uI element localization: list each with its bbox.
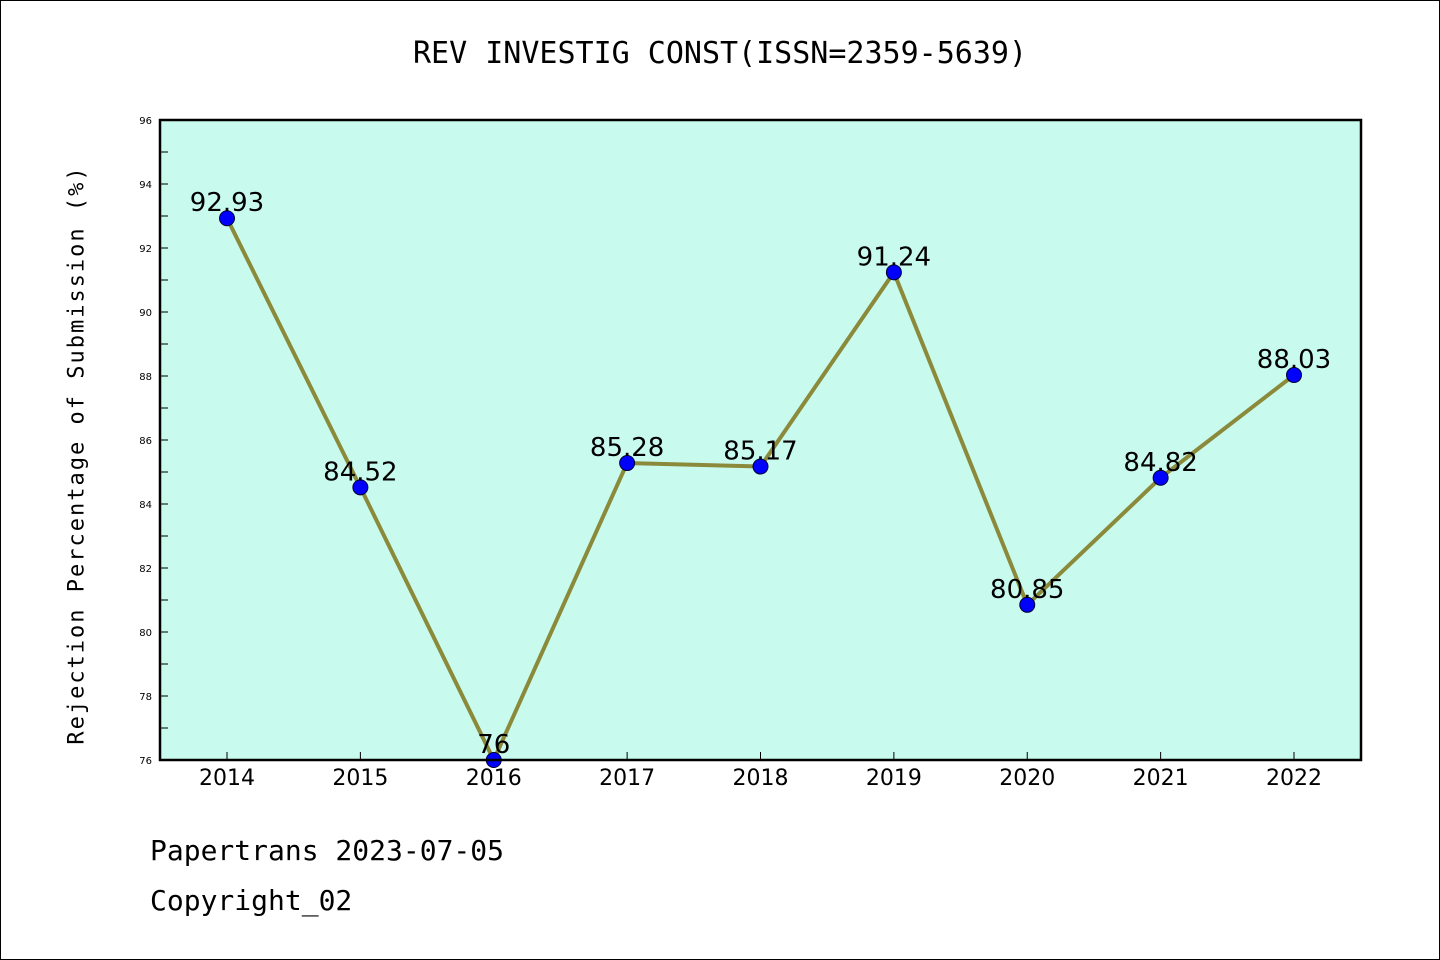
data-label: 85.17 [723, 437, 797, 467]
data-label: 92.93 [190, 188, 264, 218]
data-point [752, 458, 769, 475]
x-tick-label: 2021 [1133, 766, 1189, 791]
data-label: 85.28 [590, 433, 664, 463]
x-tick-label: 2016 [466, 766, 522, 791]
x-tick-label: 2015 [332, 766, 388, 791]
x-tick-label: 2014 [199, 766, 255, 791]
plot-frame [158, 118, 1363, 762]
y-tick-label: 78 [139, 692, 152, 703]
y-tick-label: 94 [139, 180, 152, 191]
y-tick-label: 80 [139, 628, 152, 639]
y-tick-label: 90 [139, 308, 152, 319]
footer-copyright: Copyright_02 [150, 884, 353, 917]
data-label: 80.85 [990, 575, 1064, 605]
plot-area [160, 120, 1361, 760]
data-point [885, 264, 902, 281]
data-point [619, 455, 636, 472]
data-point [219, 210, 235, 227]
y-tick-label: 76 [139, 756, 152, 767]
data-label: 91.24 [857, 242, 931, 272]
y-tick-label: 88 [139, 372, 152, 383]
data-point [1152, 469, 1169, 486]
x-tick-label: 2017 [599, 766, 655, 791]
chart-title: REV INVESTIG CONST(ISSN=2359-5639) [412, 36, 1028, 71]
data-label: 84.82 [1123, 448, 1197, 478]
data-point [1019, 596, 1036, 613]
x-tick-label: 2019 [866, 766, 922, 791]
y-tick-label: 96 [139, 116, 152, 127]
data-label: 76 [477, 730, 510, 760]
data-label: 88.03 [1257, 345, 1331, 375]
x-tick-label: 2020 [999, 766, 1055, 791]
data-point [1286, 367, 1302, 384]
y-tick-label: 86 [139, 436, 152, 447]
data-point [352, 479, 369, 496]
y-tick-label: 84 [139, 500, 152, 511]
x-tick-label: 2022 [1266, 766, 1322, 791]
data-label: 84.52 [323, 457, 397, 487]
x-tick-label: 2018 [733, 766, 789, 791]
footer-date: Papertrans 2023-07-05 [150, 834, 505, 867]
y-tick-label: 92 [139, 244, 152, 255]
y-tick-label: 82 [139, 564, 152, 575]
